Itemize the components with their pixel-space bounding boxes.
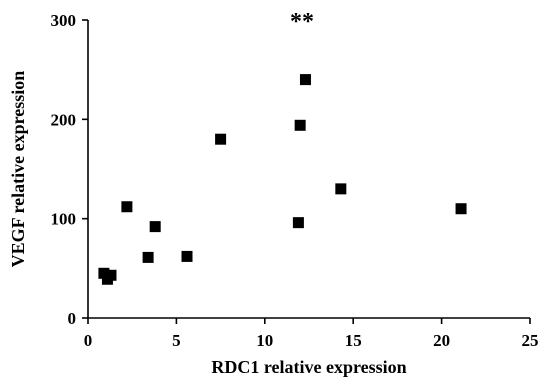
x-tick-label: 25 [522,331,539,350]
y-tick-label: 100 [51,210,77,229]
data-point [121,201,132,212]
x-tick-label: 0 [84,331,93,350]
data-point [143,252,154,263]
data-point [102,274,113,285]
data-point [215,134,226,145]
data-point [182,251,193,262]
x-ticks: 0 5 10 15 20 25 [84,318,539,350]
y-tick-label: 0 [68,309,77,328]
y-axis-title: VEGF relative expression [8,71,28,268]
y-tick-label: 300 [51,11,77,30]
x-tick-label: 20 [433,331,450,350]
x-axis: 0 5 10 15 20 25 [84,318,539,350]
y-ticks: 0 100 200 300 [51,11,89,328]
significance-annotation: ** [290,9,314,35]
data-point [335,183,346,194]
data-points [98,74,466,285]
y-tick-label: 200 [51,110,77,129]
data-point [300,74,311,85]
data-point [293,217,304,228]
y-axis: 0 100 200 300 [51,11,89,328]
data-point [456,203,467,214]
data-point [150,221,161,232]
x-tick-label: 15 [345,331,362,350]
x-axis-title: RDC1 relative expression [211,357,406,377]
x-tick-label: 5 [172,331,181,350]
x-tick-label: 10 [256,331,273,350]
data-point [295,120,306,131]
